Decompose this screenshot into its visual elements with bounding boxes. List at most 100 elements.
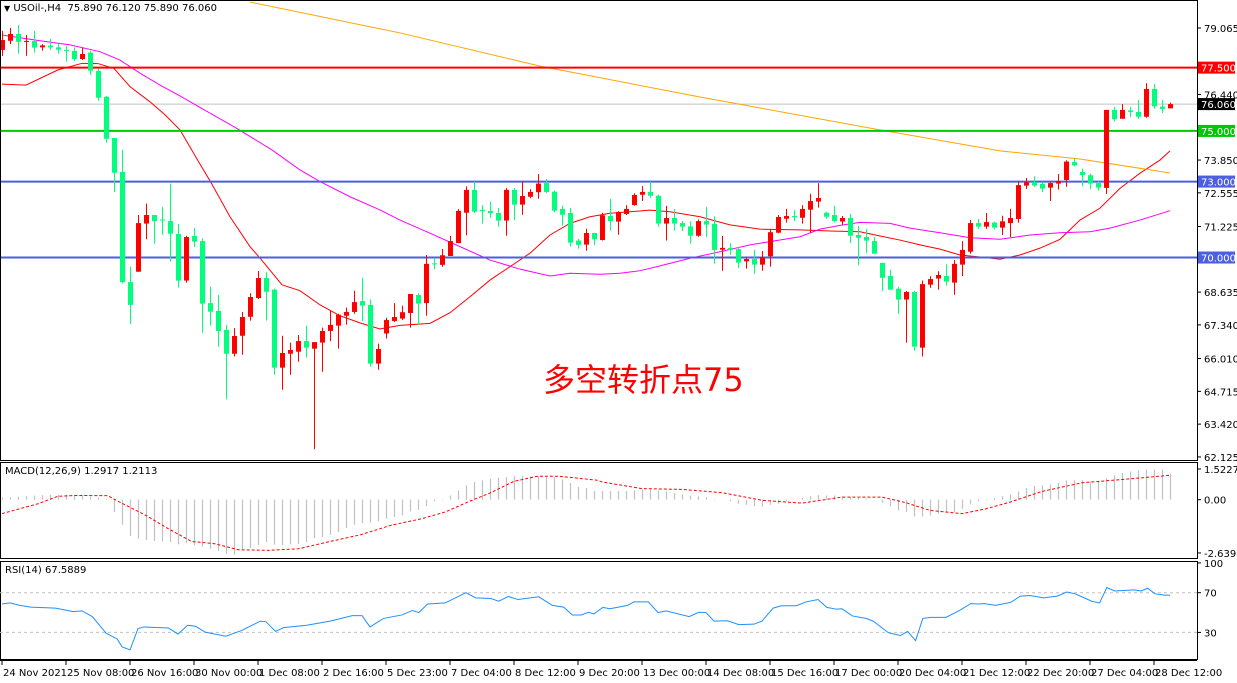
candle-body [456, 210, 461, 244]
candle-body [256, 278, 261, 299]
candle [336, 313, 341, 349]
candle-body [464, 189, 469, 213]
candle-body [880, 262, 885, 278]
candle-body [1144, 88, 1149, 117]
collapse-arrow-icon[interactable]: ▼ [4, 4, 11, 13]
candle [240, 311, 245, 355]
candle-body [1088, 175, 1093, 184]
candle [976, 219, 981, 229]
candle [552, 190, 557, 213]
time-tick-label: 2 Dec 16:00 [323, 668, 384, 679]
candle [224, 324, 229, 400]
candle-body [864, 237, 869, 241]
candle-body [64, 49, 69, 51]
price-tick-label: 68.635 [1204, 288, 1237, 299]
candle [32, 30, 37, 53]
candle [696, 219, 701, 237]
candle-body [1000, 221, 1005, 228]
candle-body [56, 47, 61, 50]
candle-body [168, 221, 173, 234]
candle [472, 181, 477, 213]
macd-values: 1.2917 1.2113 [84, 466, 158, 477]
candle-body [176, 233, 181, 281]
candle-body [616, 211, 621, 222]
candle [96, 68, 101, 101]
price-tick-label: 73.850 [1204, 156, 1237, 167]
candle [1128, 106, 1133, 117]
time-tick-label: 27 Dec 04:00 [1091, 668, 1158, 679]
candle-body [808, 201, 813, 210]
price-tick-label: 64.715 [1204, 387, 1237, 398]
candle-body [480, 209, 485, 212]
candle [880, 262, 885, 291]
candle-body [816, 198, 821, 202]
candle-body [784, 216, 789, 219]
ohlc-values: 75.890 76.120 75.890 76.060 [67, 3, 217, 14]
candle-body [992, 222, 997, 228]
candle [136, 214, 141, 272]
time-tick-label: 25 Nov 08:00 [67, 668, 134, 679]
candle [776, 214, 781, 234]
candle-body [760, 257, 765, 265]
candle [424, 254, 429, 316]
time-tick-label: 1 Dec 08:00 [259, 668, 320, 679]
candle-body [512, 189, 517, 205]
candle [896, 287, 901, 314]
price-tick-label: 71.225 [1204, 223, 1237, 234]
price-tick-label: 72.555 [1204, 189, 1237, 200]
rsi-tick-label: 100 [1204, 559, 1223, 570]
candle [248, 293, 253, 321]
candle-body [944, 276, 949, 282]
candle [544, 179, 549, 193]
candle [1120, 104, 1125, 119]
candle-body [624, 208, 629, 214]
candle-body [936, 274, 941, 279]
candle-body [544, 183, 549, 192]
candle [944, 264, 949, 286]
chart-header: ▼ USOil-,H4 75.890 76.120 75.890 76.060 [4, 3, 217, 15]
candle [952, 260, 957, 295]
candle-body [1120, 109, 1125, 119]
macd-title: MACD(12,26,9) [5, 466, 81, 477]
candle [848, 213, 853, 244]
candle-body [272, 289, 277, 368]
main-panel-frame [0, 0, 1198, 461]
candle-body [648, 191, 653, 196]
candle-body [8, 33, 13, 41]
time-tick-label: 21 Dec 12:00 [963, 668, 1030, 679]
candle [1160, 100, 1165, 113]
candle [112, 138, 117, 192]
candle [328, 310, 333, 342]
candle [216, 294, 221, 347]
candle [400, 305, 405, 321]
time-tick-label: 15 Dec 16:00 [771, 668, 838, 679]
candle [320, 327, 325, 372]
candle [288, 342, 293, 375]
candle [656, 194, 661, 227]
candle-body [896, 288, 901, 300]
candle-body [328, 324, 333, 331]
candle-body [720, 247, 725, 250]
candle [584, 228, 589, 251]
candle [464, 186, 469, 236]
candle [312, 342, 317, 450]
candle-body [320, 330, 325, 343]
candle-body [1112, 109, 1117, 120]
candle-body [984, 222, 989, 227]
time-tick-label: 22 Dec 20:00 [1027, 668, 1094, 679]
candle [792, 210, 797, 222]
time-tick-label: 26 Nov 16:00 [131, 668, 198, 679]
candle [736, 247, 741, 269]
time-tick-label: 7 Dec 04:00 [451, 668, 512, 679]
annotation-text[interactable]: 多空转折点75 [543, 361, 744, 399]
candle [1168, 102, 1173, 109]
candle [520, 181, 525, 215]
macd-signal-line [1, 474, 1171, 551]
rsi-title: RSI(14) [5, 565, 42, 576]
candle-body [568, 212, 573, 243]
candle-body [584, 232, 589, 245]
candle-body [848, 218, 853, 236]
candle-body [280, 352, 285, 368]
candle [720, 236, 725, 271]
